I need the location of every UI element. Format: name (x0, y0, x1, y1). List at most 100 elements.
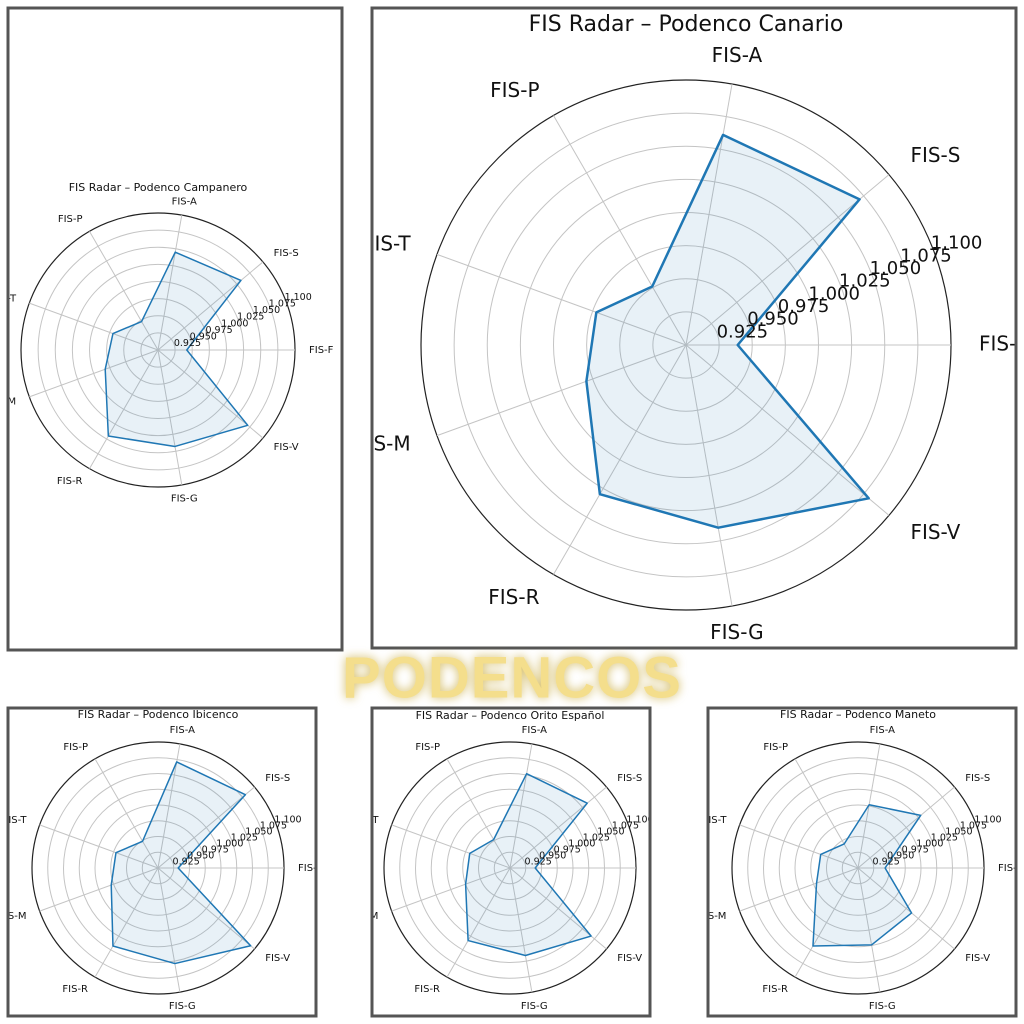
r-tick-label: 1.100 (626, 814, 653, 825)
r-tick-label: 1.075 (260, 820, 287, 831)
spoke (157, 786, 255, 869)
spoke (685, 83, 733, 346)
axis-label: FIS-M (351, 911, 378, 922)
spoke (391, 824, 511, 869)
axis-label: FIS-V (265, 953, 290, 964)
axis-label: FIS-T (703, 815, 728, 826)
axis-label: FIS-F (298, 863, 323, 874)
r-tick-label: 1.050 (597, 826, 624, 837)
r-tick-label: 0.925 (717, 321, 769, 342)
axis-label: FIS-V (617, 953, 642, 964)
axis-label: FIS-A (870, 725, 895, 736)
r-tick-label: 1.100 (974, 814, 1001, 825)
axis-label: FIS-P (415, 742, 440, 753)
axis-label: FIS-R (762, 984, 788, 995)
axis-label: FIS-T (0, 293, 17, 304)
chart-panel: FIS-F FIS-S FIS-A FIS-P FIS-T FIS-M FIS-R FIS-G… (351, 709, 675, 1012)
r-tick-label: 0.925 (873, 856, 900, 867)
axis-label: FIS-G (869, 1001, 896, 1012)
panel-border (370, 6, 1018, 650)
axis-label: FIS-P (63, 742, 88, 753)
chart-title: FIS Radar – Podenco Campanero (69, 181, 248, 194)
r-tick-label: 1.050 (945, 826, 972, 837)
chart-panel: FIS-F FIS-S FIS-A FIS-P FIS-T FIS-M FIS-R FIS-G… (0, 708, 323, 1012)
panel-border (6, 6, 344, 652)
spoke (509, 867, 533, 993)
spoke (157, 214, 183, 351)
axis-label: FIS-S (965, 773, 990, 784)
axis-label: FIS-P (58, 214, 83, 225)
spoke (739, 867, 859, 912)
axis-label: FIS-V (910, 520, 960, 544)
r-tick-label: 1.025 (231, 832, 258, 843)
chart-title: FIS Radar – Podenco Orito Español (416, 709, 605, 722)
chart-panel: FIS-F FIS-S FIS-A FIS-P FIS-T FIS-M FIS-R FIS-G… (703, 708, 1016, 1012)
spoke (436, 344, 687, 437)
r-tick-label: 1.025 (237, 312, 264, 323)
r-tick-label: 1.000 (808, 283, 860, 304)
chart-title: FIS Radar – Podenco Canario (529, 12, 844, 37)
r-tick-label: 0.925 (174, 338, 201, 349)
r-tick-label: 0.975 (778, 296, 830, 317)
spoke (29, 302, 159, 351)
axis-label: FIS-R (488, 585, 539, 609)
axis-label: FIS-M (0, 397, 16, 408)
r-tick-label: 0.950 (747, 309, 799, 330)
spoke (94, 867, 159, 978)
r-tick-label: 1.025 (931, 832, 958, 843)
axis-label: FIS-F (650, 863, 675, 874)
axis-label: FIS-R (57, 476, 83, 487)
spoke (157, 867, 255, 950)
chart-title: FIS Radar – Podenco Maneto (780, 708, 936, 721)
spoke (157, 349, 183, 486)
axis-label: FIS-P (490, 78, 539, 102)
axis-label: FIS-T (363, 231, 411, 255)
axis-label: FIS-A (712, 43, 763, 67)
spoke (553, 344, 687, 575)
spoke (89, 349, 159, 469)
axis-label: FIS-G (171, 494, 198, 505)
r-tick-label: 1.025 (583, 832, 610, 843)
spoke (391, 867, 511, 912)
panel-border (6, 706, 318, 1018)
r-tick-label: 0.950 (887, 850, 914, 861)
axis-label: FIS-A (522, 725, 547, 736)
spoke (446, 867, 511, 978)
spoke (794, 758, 859, 869)
axis-label: FIS-A (170, 725, 195, 736)
axis-label: FIS-M (356, 432, 411, 456)
r-tick-label: 1.100 (931, 233, 983, 254)
r-tick-label: 1.100 (274, 814, 301, 825)
radar-area (104, 251, 249, 448)
axis-label: FIS-P (763, 742, 788, 753)
axis-label: FIS-T (3, 815, 28, 826)
banner: PODENCOS (342, 645, 682, 710)
r-tick-label: 1.050 (245, 826, 272, 837)
spoke (739, 824, 859, 869)
r-tick-label: 1.050 (870, 258, 922, 279)
r-tick-label: 1.075 (900, 245, 952, 266)
chart-panel: FIS-F FIS-S FIS-A FIS-P FIS-T FIS-M FIS-R FIS-G… (0, 181, 334, 505)
spoke (685, 344, 890, 516)
axis-label: FIS-M (0, 911, 26, 922)
axis-label: FIS-S (617, 773, 642, 784)
spoke (94, 758, 159, 869)
r-tick-label: 1.025 (839, 271, 891, 292)
spoke (29, 349, 159, 398)
spoke (794, 867, 859, 978)
spoke (509, 743, 533, 869)
r-tick-label: 1.075 (269, 299, 296, 310)
spoke (157, 867, 181, 993)
axis-label: FIS-S (274, 248, 299, 259)
radar-area (464, 772, 592, 957)
r-tick-label: 1.050 (253, 305, 280, 316)
panel-border (370, 706, 652, 1018)
r-tick-label: 0.950 (539, 850, 566, 861)
r-tick-label: 0.975 (205, 325, 232, 336)
spoke (157, 261, 264, 351)
axis-label: FIS-G (710, 620, 764, 644)
spoke (89, 231, 159, 351)
r-tick-label: 0.950 (187, 850, 214, 861)
spoke (446, 758, 511, 869)
